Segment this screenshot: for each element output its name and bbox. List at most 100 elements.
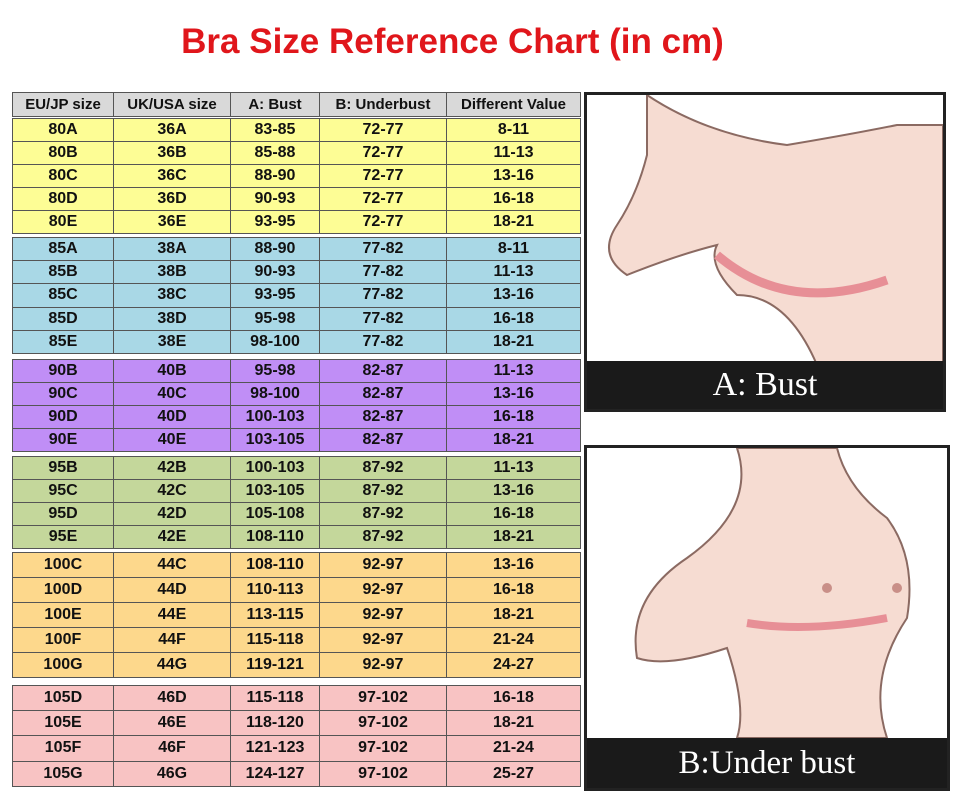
table-cell: 90D <box>12 405 114 429</box>
table-cell: 21-24 <box>446 627 581 653</box>
table-cell: 38D <box>113 306 231 331</box>
table-cell: 95D <box>12 502 114 526</box>
table-cell: 44G <box>113 652 231 678</box>
table-cell: 36C <box>113 164 231 188</box>
table-cell: 21-24 <box>446 735 581 762</box>
table-cell: 97-102 <box>319 710 447 737</box>
table-cell: 40B <box>113 359 231 383</box>
bust-drawing <box>608 95 943 366</box>
bust-illustration: A: Bust <box>584 92 946 412</box>
table-cell: 77-82 <box>319 260 447 285</box>
table-cell: 121-123 <box>230 735 320 762</box>
table-cell: 16-18 <box>446 577 581 603</box>
title: Bra Size Reference Chart (in cm) <box>181 22 724 61</box>
table-cell: 95C <box>12 479 114 503</box>
table-cell: 42E <box>113 525 231 549</box>
table-cell: 18-21 <box>446 525 581 549</box>
table-cell: 44F <box>113 627 231 653</box>
table-cell: 95B <box>12 456 114 480</box>
table-cell: 88-90 <box>230 237 320 262</box>
table-cell: 11-13 <box>446 359 581 383</box>
table-cell: 44C <box>113 552 231 578</box>
table-cell: 105-108 <box>230 502 320 526</box>
table-cell: 98-100 <box>230 382 320 406</box>
table-cell: 80C <box>12 164 114 188</box>
table-cell: 87-92 <box>319 479 447 503</box>
table-cell: 85C <box>12 283 114 308</box>
table-cell: 13-16 <box>446 382 581 406</box>
table-cell: 46G <box>113 760 231 787</box>
table-cell: 36D <box>113 187 231 211</box>
table-cell: 77-82 <box>319 283 447 308</box>
table-cell: 108-110 <box>230 525 320 549</box>
table-cell: 119-121 <box>230 652 320 678</box>
table-cell: 46D <box>113 685 231 712</box>
table-cell: 77-82 <box>319 237 447 262</box>
table-cell: 90-93 <box>230 187 320 211</box>
table-cell: 36B <box>113 141 231 165</box>
table-cell: 124-127 <box>230 760 320 787</box>
table-cell: 40D <box>113 405 231 429</box>
table-cell: 18-21 <box>446 710 581 737</box>
table-cell: 80A <box>12 118 114 142</box>
table-cell: 18-21 <box>446 210 581 234</box>
caption: B:Under bust <box>587 738 947 788</box>
table-cell: 42D <box>113 502 231 526</box>
table-cell: 80D <box>12 187 114 211</box>
table-cell: 46F <box>113 735 231 762</box>
table-cell: 97-102 <box>319 760 447 787</box>
table-cell: 44E <box>113 602 231 628</box>
table-cell: 92-97 <box>319 652 447 678</box>
table-cell: 85E <box>12 329 114 354</box>
table-cell: 13-16 <box>446 164 581 188</box>
table-cell: 103-105 <box>230 428 320 452</box>
underbust-illustration: B:Under bust <box>584 445 950 791</box>
table-cell: 38E <box>113 329 231 354</box>
table-cell: 18-21 <box>446 428 581 452</box>
table-cell: A: Bust <box>230 92 320 117</box>
table-cell: 87-92 <box>319 502 447 526</box>
table-cell: 87-92 <box>319 456 447 480</box>
table-cell: 72-77 <box>319 164 447 188</box>
table-cell: 36A <box>113 118 231 142</box>
table-cell: 97-102 <box>319 685 447 712</box>
table-cell: 100-103 <box>230 456 320 480</box>
table-cell: 113-115 <box>230 602 320 628</box>
table-cell: 72-77 <box>319 187 447 211</box>
caption: A: Bust <box>587 361 943 409</box>
table-cell: 92-97 <box>319 577 447 603</box>
table-cell: 38A <box>113 237 231 262</box>
table-cell: B: Underbust <box>319 92 447 117</box>
table-cell: UK/USA size <box>113 92 231 117</box>
underbust-drawing <box>634 448 911 739</box>
table-cell: 100F <box>12 627 114 653</box>
table-cell: 100G <box>12 652 114 678</box>
table-cell: 80B <box>12 141 114 165</box>
table-cell: 18-21 <box>446 329 581 354</box>
table-cell: EU/JP size <box>12 92 114 117</box>
table-cell: 90C <box>12 382 114 406</box>
table-cell: 11-13 <box>446 141 581 165</box>
table-cell: 40C <box>113 382 231 406</box>
table-cell: 90E <box>12 428 114 452</box>
table-cell: 97-102 <box>319 735 447 762</box>
table-cell: 88-90 <box>230 164 320 188</box>
table-cell: 38C <box>113 283 231 308</box>
table-cell: 72-77 <box>319 210 447 234</box>
table-cell: 92-97 <box>319 627 447 653</box>
table-cell: 105F <box>12 735 114 762</box>
table-cell: 100E <box>12 602 114 628</box>
table-cell: 95-98 <box>230 306 320 331</box>
table-cell: 44D <box>113 577 231 603</box>
table-cell: 87-92 <box>319 525 447 549</box>
table-cell: 77-82 <box>319 306 447 331</box>
table-cell: 72-77 <box>319 118 447 142</box>
table-cell: 77-82 <box>319 329 447 354</box>
table-cell: 118-120 <box>230 710 320 737</box>
table-cell: 82-87 <box>319 359 447 383</box>
table-cell: 16-18 <box>446 306 581 331</box>
table-cell: 16-18 <box>446 502 581 526</box>
table-cell: 108-110 <box>230 552 320 578</box>
table-cell: 100-103 <box>230 405 320 429</box>
